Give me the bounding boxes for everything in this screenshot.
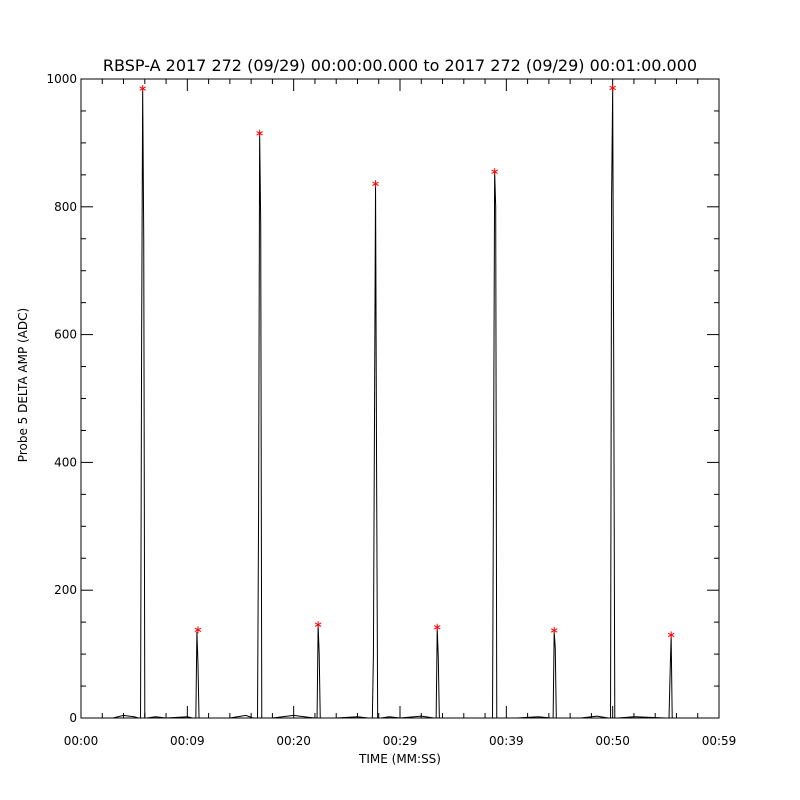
peak-marker — [667, 631, 675, 639]
x-axis-label: TIME (MM:SS) — [358, 752, 441, 766]
peak-markers — [139, 84, 675, 639]
axis-ticks — [80, 78, 720, 719]
series-line — [81, 88, 719, 719]
plot-frame — [80, 78, 720, 719]
y-tick-label: 600 — [54, 328, 77, 342]
x-tick-label: 00:20 — [276, 734, 311, 748]
peak-marker — [372, 180, 379, 188]
peak-marker — [139, 85, 146, 93]
x-tick-label: 00:59 — [702, 734, 737, 748]
peak-marker — [550, 626, 558, 634]
x-tick-label: 00:09 — [170, 734, 205, 748]
peak-marker — [314, 621, 322, 629]
y-tick-label: 1000 — [46, 72, 77, 86]
peak-marker — [256, 129, 263, 137]
y-axis-label: Probe 5 DELTA AMP (ADC) — [16, 308, 30, 462]
series-group — [81, 88, 719, 719]
x-tick-label: 00:29 — [383, 734, 418, 748]
peak-marker — [491, 168, 498, 176]
peak-marker — [194, 626, 202, 634]
y-tick-label: 0 — [69, 711, 77, 725]
x-tick-label: 00:39 — [489, 734, 524, 748]
x-tick-label: 00:50 — [595, 734, 630, 748]
y-tick-label: 200 — [54, 583, 77, 597]
y-tick-label: 400 — [54, 455, 77, 469]
tick-labels: 00:00 00:09 00:20 00:29 00:39 00:50 00:59 0 200 4… — [46, 72, 736, 748]
chart-title: RBSP-A 2017 272 (09/29) 00:00:00.000 to … — [103, 56, 697, 75]
peak-marker — [609, 84, 616, 92]
y-tick-label: 800 — [54, 200, 77, 214]
x-tick-label: 00:00 — [64, 734, 99, 748]
peak-marker — [433, 623, 441, 631]
